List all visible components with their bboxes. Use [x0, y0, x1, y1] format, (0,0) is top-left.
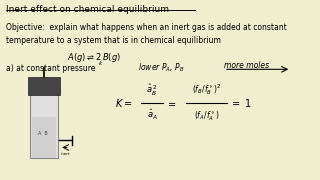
Text: $\hat{a}_A$: $\hat{a}_A$ — [147, 108, 157, 122]
Text: $(f_B/f^\circ_B)^2$: $(f_B/f^\circ_B)^2$ — [192, 82, 221, 96]
Text: a) at constant pressure: a) at constant pressure — [6, 64, 96, 73]
Text: $= \;1$: $= \;1$ — [230, 97, 252, 109]
Text: $=$: $=$ — [166, 98, 178, 108]
Text: $(f_A/f^\circ_A)$: $(f_A/f^\circ_A)$ — [194, 109, 219, 123]
Text: A  B: A B — [37, 131, 47, 136]
Bar — [28, 77, 60, 95]
Text: $\hat{a}^{\,2}_B$: $\hat{a}^{\,2}_B$ — [146, 82, 158, 98]
Text: Objective:  explain what happens when an inert gas is added at constant: Objective: explain what happens when an … — [6, 22, 287, 32]
Bar — [32, 117, 56, 158]
Text: $A(g) \rightleftharpoons 2\,B(g)$: $A(g) \rightleftharpoons 2\,B(g)$ — [67, 51, 121, 64]
Text: temperature to a system that is in chemical equilibrium: temperature to a system that is in chemi… — [6, 36, 221, 45]
Text: lower $P_A$, $P_B$: lower $P_A$, $P_B$ — [138, 61, 184, 74]
Text: $K =$: $K =$ — [115, 97, 132, 109]
Text: Inert effect on chemical equilibrium: Inert effect on chemical equilibrium — [6, 5, 169, 14]
Text: inert: inert — [61, 152, 70, 156]
Text: more moles: more moles — [224, 61, 269, 70]
Text: $k$: $k$ — [98, 59, 103, 67]
FancyBboxPatch shape — [30, 94, 58, 158]
